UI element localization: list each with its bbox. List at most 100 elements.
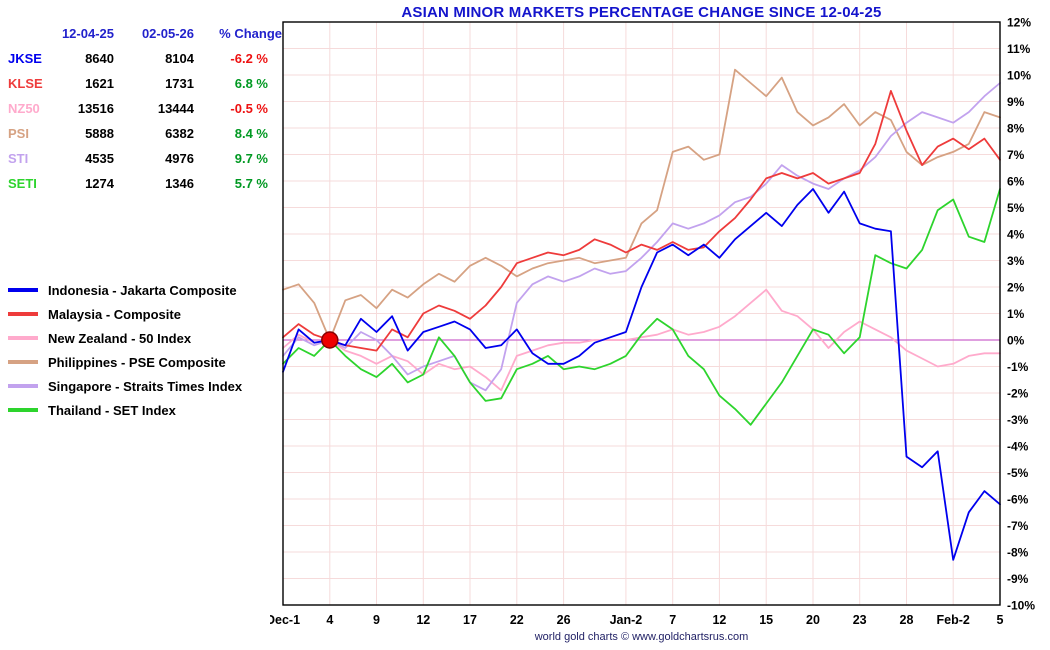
stats-start-value: 5888 — [85, 126, 114, 141]
legend-item-seti: Thailand - SET Index — [8, 398, 242, 422]
y-axis-label: 4% — [1007, 228, 1025, 242]
x-axis-label: Jan-2 — [610, 613, 643, 627]
stats-row-seti: SETI 1274 1346 5.7 % — [6, 171, 282, 196]
y-axis-label: -9% — [1007, 572, 1029, 586]
stats-symbol: STI — [8, 151, 29, 166]
y-axis-label: 10% — [1007, 69, 1031, 83]
legend-swatch — [8, 384, 38, 388]
stats-row-jkse: JKSE 8640 8104 -6.2 % — [6, 46, 282, 71]
stats-start-value: 1274 — [85, 176, 114, 191]
y-axis-label: 8% — [1007, 122, 1025, 136]
y-axis-label: 1% — [1007, 307, 1025, 321]
y-axis-label: 11% — [1007, 42, 1031, 56]
stats-end-value: 6382 — [165, 126, 194, 141]
y-axis-label: -2% — [1007, 387, 1029, 401]
series-line-nz50 — [282, 288, 1001, 392]
stats-header-change: % Change — [219, 26, 282, 41]
series-line-psi — [282, 68, 1001, 341]
stats-start-value: 8640 — [85, 51, 114, 66]
series-line-seti — [282, 188, 1001, 426]
x-axis-label: 26 — [557, 613, 571, 627]
legend-label: Indonesia - Jakarta Composite — [48, 282, 237, 298]
x-axis-label: 17 — [463, 613, 477, 627]
y-axis-label: -8% — [1007, 546, 1029, 560]
stats-row-psi: PSI 5888 6382 8.4 % — [6, 121, 282, 146]
x-axis-label: 20 — [806, 613, 820, 627]
y-axis-label: -5% — [1007, 466, 1029, 480]
stats-body: JKSE 8640 8104 -6.2 % KLSE 1621 1731 6.8 % NZ50 1… — [6, 46, 282, 196]
x-axis-label: 15 — [759, 613, 773, 627]
stats-start-value: 1621 — [85, 76, 114, 91]
stats-change-value: -6.2 % — [230, 51, 268, 66]
series-line-klse — [282, 90, 1001, 352]
series-line-sti — [282, 82, 1001, 392]
legend-swatch — [8, 336, 38, 340]
x-axis-label: 7 — [669, 613, 676, 627]
stats-symbol: PSI — [8, 126, 29, 141]
y-axis-label: 9% — [1007, 95, 1025, 109]
legend-item-sti: Singapore - Straits Times Index — [8, 374, 242, 398]
legend-item-nz50: New Zealand - 50 Index — [8, 326, 242, 350]
stats-row-nz50: NZ50 13516 13444 -0.5 % — [6, 96, 282, 121]
stats-symbol: NZ50 — [8, 101, 40, 116]
x-axis-label: 12 — [416, 613, 430, 627]
legend-item-klse: Malaysia - Composite — [8, 302, 242, 326]
stats-start-value: 4535 — [85, 151, 114, 166]
y-axis-label: -4% — [1007, 440, 1029, 454]
series-line-jkse — [282, 188, 1001, 561]
x-axis-label: 12 — [712, 613, 726, 627]
stats-change-value: 8.4 % — [234, 126, 268, 141]
stats-row-klse: KLSE 1621 1731 6.8 % — [6, 71, 282, 96]
legend-swatch — [8, 408, 38, 412]
x-axis-label: 5 — [997, 613, 1004, 627]
stats-change-value: -0.5 % — [230, 101, 268, 116]
y-axis-label: 5% — [1007, 201, 1025, 215]
stats-symbol: JKSE — [8, 51, 42, 66]
legend-label: Singapore - Straits Times Index — [48, 378, 243, 394]
stats-header-start-date: 12-04-25 — [61, 26, 114, 41]
plot-border — [282, 21, 1001, 606]
y-axis-label: 0% — [1007, 334, 1025, 348]
stats-header-end-date: 02-05-26 — [141, 26, 194, 41]
stats-end-value: 1731 — [165, 76, 194, 91]
x-axis-label: 28 — [900, 613, 914, 627]
stats-end-value: 4976 — [165, 151, 194, 166]
x-axis-label: 22 — [510, 613, 524, 627]
stats-end-value: 1346 — [165, 176, 194, 191]
legend-label: Malaysia - Composite — [48, 306, 181, 322]
x-axis-label: 9 — [373, 613, 380, 627]
legend-swatch — [8, 360, 38, 364]
x-axis-label: 4 — [326, 613, 333, 627]
y-axis-label: -1% — [1007, 360, 1029, 374]
legend-item-jkse: Indonesia - Jakarta Composite — [8, 278, 242, 302]
stats-start-value: 13516 — [77, 101, 114, 116]
footer-credit: world gold charts © www.goldchartsrus.co… — [534, 631, 749, 643]
legend-label: Philippines - PSE Composite — [48, 354, 226, 370]
y-axis-label: 7% — [1007, 148, 1025, 162]
y-axis-label: -3% — [1007, 413, 1029, 427]
stats-header-row: 12-04-25 02-05-26 % Change — [6, 21, 282, 46]
legend-label: New Zealand - 50 Index — [48, 330, 192, 346]
stats-table: 12-04-25 02-05-26 % Change JKSE 8640 8104 -… — [6, 21, 282, 196]
y-axis-label: -7% — [1007, 519, 1029, 533]
y-axis-label: -6% — [1007, 493, 1029, 507]
stats-change-value: 6.8 % — [234, 76, 268, 91]
legend-item-psi: Philippines - PSE Composite — [8, 350, 242, 374]
y-axis-label: 12% — [1007, 16, 1031, 30]
y-axis-label: -10% — [1007, 599, 1035, 613]
stats-change-value: 9.7 % — [234, 151, 268, 166]
start-date-marker — [321, 331, 339, 349]
page-title: ASIAN MINOR MARKETS PERCENTAGE CHANGE SI… — [401, 4, 882, 21]
stats-end-value: 8104 — [165, 51, 194, 66]
stats-symbol: KLSE — [8, 76, 43, 91]
x-axis-label: Dec-1 — [270, 613, 300, 627]
stats-symbol: SETI — [8, 176, 37, 191]
legend: Indonesia - Jakarta Composite Malaysia - … — [8, 278, 242, 422]
y-axis-label: 6% — [1007, 175, 1025, 189]
legend-swatch — [8, 312, 38, 316]
x-axis-label: Feb-2 — [937, 613, 970, 627]
stats-end-value: 13444 — [157, 101, 194, 116]
percentage-change-chart: -10% -9% -8% -7% -6% -5% -4% -3% -2% -1% 0% 1% 2% 3% 4… — [270, 16, 1035, 628]
stats-row-sti: STI 4535 4976 9.7 % — [6, 146, 282, 171]
